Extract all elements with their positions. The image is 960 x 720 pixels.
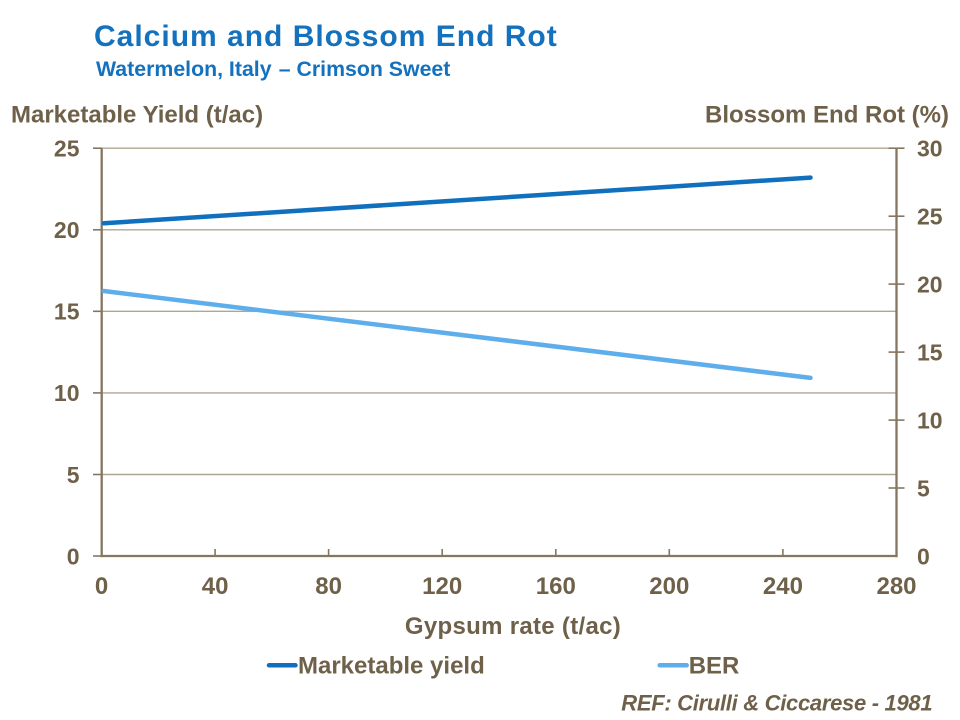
svg-text:15: 15 bbox=[54, 299, 80, 325]
svg-text:280: 280 bbox=[876, 573, 916, 600]
svg-text:Gypsum rate (t/ac): Gypsum rate (t/ac) bbox=[405, 613, 621, 640]
svg-text:REF: Cirulli & Ciccarese - 198: REF: Cirulli & Ciccarese - 1981 bbox=[621, 691, 932, 716]
svg-text:Marketable yield: Marketable yield bbox=[298, 652, 485, 679]
svg-text:200: 200 bbox=[649, 573, 689, 600]
svg-text:20: 20 bbox=[917, 271, 943, 297]
svg-text:5: 5 bbox=[67, 462, 80, 488]
svg-text:30: 30 bbox=[917, 136, 943, 162]
svg-text:Marketable Yield (t/ac): Marketable Yield (t/ac) bbox=[11, 102, 263, 129]
svg-text:15: 15 bbox=[917, 339, 943, 365]
svg-text:120: 120 bbox=[422, 573, 462, 600]
svg-text:Blossom End Rot (%): Blossom End Rot (%) bbox=[705, 102, 949, 129]
svg-text:160: 160 bbox=[536, 573, 576, 600]
svg-text:80: 80 bbox=[315, 573, 342, 600]
svg-text:40: 40 bbox=[202, 573, 229, 600]
svg-text:240: 240 bbox=[763, 573, 803, 600]
svg-text:10: 10 bbox=[54, 380, 80, 406]
svg-text:BER: BER bbox=[689, 652, 740, 679]
svg-text:25: 25 bbox=[54, 136, 80, 162]
svg-text:0: 0 bbox=[917, 543, 930, 569]
svg-text:25: 25 bbox=[917, 204, 943, 230]
svg-text:0: 0 bbox=[67, 543, 80, 569]
svg-text:20: 20 bbox=[54, 217, 80, 243]
svg-text:10: 10 bbox=[917, 407, 943, 433]
svg-text:5: 5 bbox=[917, 475, 930, 501]
svg-text:0: 0 bbox=[95, 573, 108, 600]
